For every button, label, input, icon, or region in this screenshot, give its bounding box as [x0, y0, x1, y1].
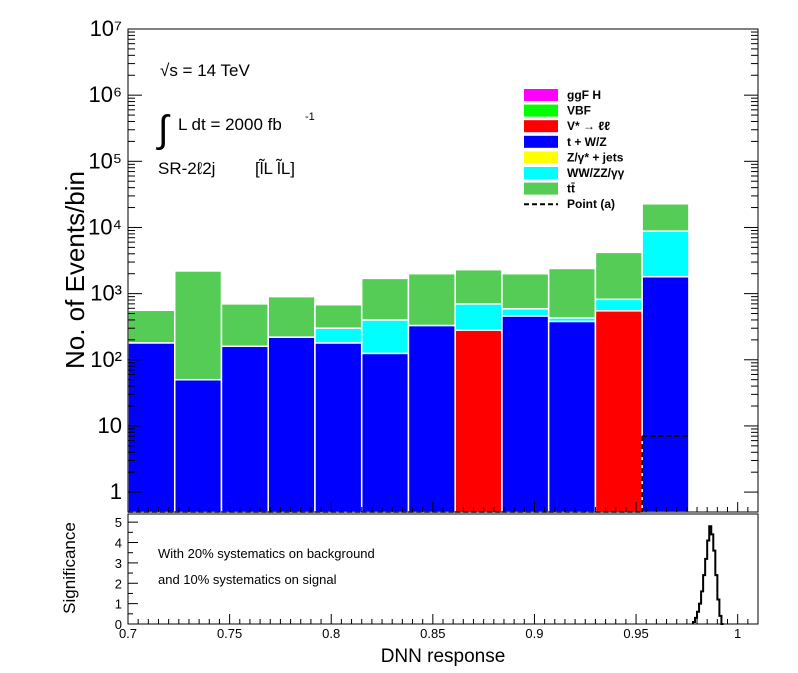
bar-tt--6 — [407, 272, 456, 327]
x-axis-title: DNN response — [381, 646, 506, 667]
energy-label: √s = 14 TeV — [160, 61, 250, 80]
significance-line — [691, 525, 724, 625]
bar-t-w-z-5 — [360, 352, 410, 513]
bar-t-w-z-9 — [547, 320, 597, 513]
sig-y-title: Significance — [60, 522, 79, 614]
legend-swatch — [524, 89, 558, 101]
bar-ww-zz--4 — [314, 327, 363, 344]
sig-y-tick-label: 5 — [115, 515, 122, 530]
y-tick-label: 10 — [98, 413, 122, 438]
bar-t-w-z-8 — [501, 315, 550, 513]
bar-t-w-z-11 — [641, 275, 690, 513]
legend-swatch — [524, 135, 558, 148]
legend-swatch — [524, 120, 558, 133]
y-tick-label: 1 — [110, 479, 122, 504]
x-tick-label: 0.85 — [420, 626, 445, 641]
region-label: SR-2ℓ2j — [158, 159, 215, 178]
bar-tt--5 — [360, 277, 410, 321]
bar-tt--2 — [220, 303, 269, 348]
bar-ww-zz--8 — [501, 308, 550, 317]
y-tick-label: 10³ — [90, 281, 122, 306]
bar-tt--11 — [641, 203, 690, 232]
bar-t-w-z-2 — [220, 345, 269, 513]
bar-tt--0 — [127, 309, 176, 344]
systematics-text-1: With 20% systematics on background — [158, 546, 375, 561]
legend-swatch — [524, 167, 558, 179]
lumi-label: L dt = 2000 fb — [178, 115, 282, 134]
bar-tt--1 — [173, 270, 223, 381]
y-tick-label: 10⁴ — [88, 214, 122, 239]
legend-label: tt̄ — [567, 182, 575, 196]
sig-y-tick-label: 2 — [115, 576, 122, 591]
systematics-text-2: and 10% systematics on signal — [158, 572, 337, 587]
lower-panel: 0 1 2 3 4 5 0.7 0.75 0.8 0.85 0.9 0.95 1 With 20% s… — [60, 502, 759, 667]
y-axis-title: No. of Events/bin — [60, 171, 90, 369]
bar-tt--9 — [547, 267, 597, 319]
x-tick-label: 1 — [734, 626, 741, 641]
legend-swatch — [524, 104, 558, 117]
x-tick-label: 0.95 — [623, 626, 648, 641]
bar-tt--3 — [267, 295, 316, 338]
lumi-superscript: -1 — [305, 111, 315, 123]
bar-t-w-z-1 — [173, 378, 223, 513]
bar-tt--7 — [454, 268, 503, 305]
stacked-bars — [127, 203, 690, 513]
y-axis-ticks — [128, 28, 758, 493]
legend-label: ggF H — [567, 88, 601, 102]
bar-tt--8 — [501, 272, 550, 310]
bar-tt--4 — [314, 303, 363, 329]
x-tick-label: 0.7 — [119, 626, 137, 641]
x-tick-label: 0.75 — [217, 626, 242, 641]
sig-y-tick-label: 4 — [115, 536, 122, 551]
region-tag: [l̃L l̃L] — [255, 158, 295, 178]
bar-tt--10 — [594, 251, 643, 301]
sig-y-tick-label: 3 — [115, 556, 122, 571]
sig-y-tick-label: 0 — [115, 617, 122, 632]
legend-label: t + W/Z — [567, 135, 607, 149]
bar-t-w-z-4 — [314, 342, 363, 513]
integral-symbol: ∫ — [156, 109, 171, 151]
y-axis-tick-labels: 1 10 10² 10³ 10⁴ 10⁵ 10⁶ 10⁷ — [88, 16, 122, 504]
bar-t-w-z-0 — [127, 342, 176, 513]
legend-swatch — [524, 151, 558, 164]
bar-t-w-z-3 — [267, 336, 316, 513]
x-axis-ticks: 0.7 0.75 0.8 0.85 0.9 0.95 1 — [119, 502, 759, 641]
bar-t-w-z-6 — [407, 324, 456, 513]
sig-y-tick-label: 1 — [115, 597, 122, 612]
bar-ww-zz--7 — [454, 303, 503, 331]
legend-label: VBF — [567, 104, 591, 118]
legend-label: Z/γ* + jets — [567, 150, 624, 164]
legend-label: WW/ZZ/γγ — [567, 166, 625, 180]
y-tick-label: 10⁷ — [90, 16, 122, 41]
bar-ww-zz--11 — [641, 230, 690, 278]
legend-label: V* → ℓℓ — [567, 119, 610, 133]
bar-v--10 — [594, 310, 643, 513]
x-tick-label: 0.8 — [322, 626, 340, 641]
lower-frame — [127, 513, 759, 625]
y-tick-label: 10⁶ — [88, 82, 122, 107]
legend-label: Point (a) — [567, 197, 615, 211]
x-tick-label: 0.9 — [525, 626, 543, 641]
bar-ww-zz--5 — [360, 319, 410, 355]
sig-y-ticks: 0 1 2 3 4 5 — [115, 515, 138, 632]
legend-swatch — [524, 182, 558, 195]
y-tick-label: 10⁵ — [88, 148, 122, 173]
y-tick-label: 10² — [90, 347, 122, 372]
bar-v--7 — [454, 329, 503, 513]
bar-ww-zz--10 — [594, 298, 643, 312]
